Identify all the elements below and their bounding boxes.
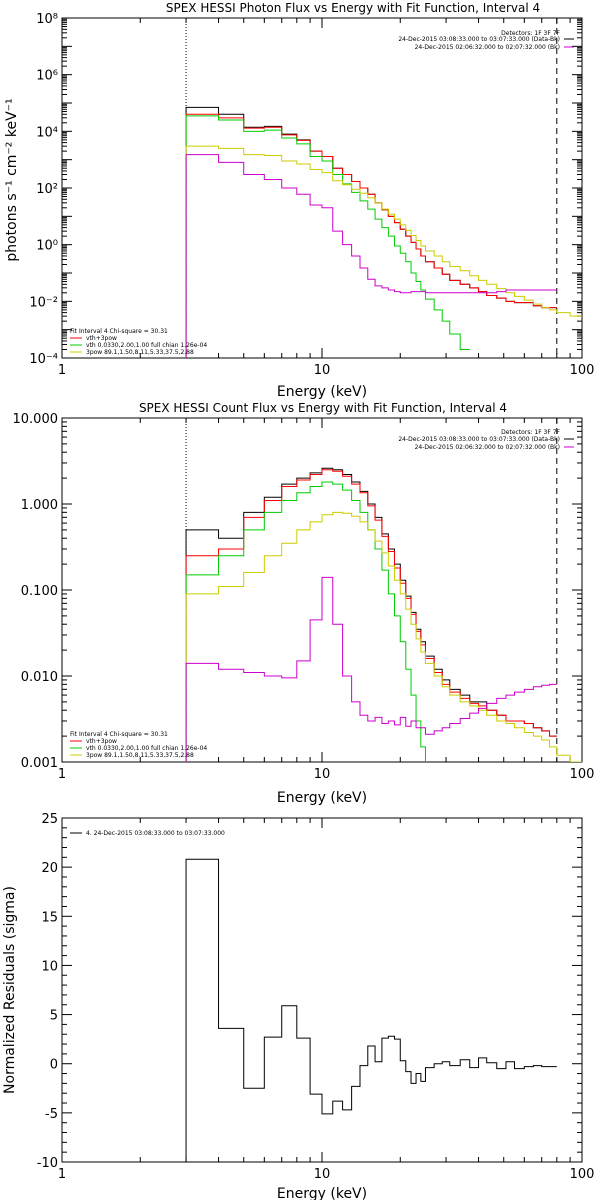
photon-flux-x-tick-label: 10 <box>314 363 331 378</box>
residuals-x-tick-label: 1 <box>58 1167 66 1182</box>
photon-flux-y-tick-label: 10⁴ <box>36 125 58 140</box>
photon-flux-series-line <box>186 146 582 358</box>
count-flux-panel: SPEX HESSI Count Flux vs Energy with Fit… <box>13 401 595 806</box>
photon-flux-fit-legend-entry: vth+3pow <box>86 335 117 342</box>
count-flux-y-tick-label: 0.001 <box>21 756 58 771</box>
count-flux-x-tick-label: 100 <box>570 767 595 782</box>
photon-flux-series-line <box>186 155 557 358</box>
photon-flux-legend-entry: 24-Dec-2015 03:08:33.000 to 03:07:33.000… <box>398 36 560 43</box>
residuals-x-axis-label: Energy (keV) <box>277 1186 367 1200</box>
residuals-y-tick-label: 25 <box>41 812 58 827</box>
count-flux-series-line <box>186 482 478 779</box>
photon-flux-y-tick-label: 10⁰ <box>36 239 58 254</box>
count-flux-legend-header: Detectors: 1F 3F 7F <box>501 429 560 436</box>
residuals-series-line <box>186 859 557 1162</box>
count-flux-y-tick-label: 0.010 <box>21 670 58 685</box>
residuals-y-tick-label: -10 <box>37 1156 58 1171</box>
residuals-y-tick-label: 15 <box>41 910 58 925</box>
count-flux-series-line <box>186 470 557 762</box>
count-flux-x-tick-label: 10 <box>314 767 331 782</box>
residuals-y-axis-label: Normalized Residuals (sigma) <box>2 886 18 1094</box>
photon-flux-series-line <box>186 114 557 358</box>
photon-flux-plot-frame <box>62 18 582 358</box>
photon-flux-legend-entry: 24-Dec-2015 02:06:32.000 to 02:07:32.000… <box>415 44 560 51</box>
residuals-y-tick-label: -5 <box>45 1107 58 1122</box>
residuals-x-tick-label: 10 <box>314 1167 331 1182</box>
photon-flux-y-tick-label: 10⁸ <box>36 12 58 27</box>
count-flux-title: SPEX HESSI Count Flux vs Energy with Fit… <box>139 401 507 415</box>
residuals-y-tick-label: 20 <box>41 861 58 876</box>
count-flux-series-line <box>186 577 557 762</box>
photon-flux-y-tick-label: 10⁻² <box>29 295 58 310</box>
photon-flux-series-line <box>186 116 470 358</box>
photon-flux-fit-legend-entry: 3pow 89.1,1.50,8.11,5.33,37.5,2.88 <box>86 349 194 356</box>
count-flux-x-axis-label: Energy (keV) <box>277 790 367 806</box>
residuals-legend-entry: 4. 24-Dec-2015 03:08:33.000 to 03:07:33.… <box>86 830 225 837</box>
photon-flux-y-tick-label: 10² <box>36 182 58 197</box>
residuals-panel: Energy (keV) Normalized Residuals (sigma… <box>2 812 594 1200</box>
photon-flux-title: SPEX HESSI Photon Flux vs Energy with Fi… <box>166 1 540 15</box>
residuals-y-tick-label: 5 <box>50 1009 58 1024</box>
count-flux-x-tick-label: 1 <box>58 767 66 782</box>
count-flux-fit-legend-entry: vth 0.0330,2.00,1.00 full chian 1.26e-04 <box>86 745 207 752</box>
photon-flux-fit-header: Fit Interval 4 Chi-square = 30.31 <box>70 328 168 335</box>
photon-flux-panel: SPEX HESSI Photon Flux vs Energy with Fi… <box>4 1 594 400</box>
count-flux-series-line <box>186 512 582 762</box>
photon-flux-y-tick-label: 10⁻⁴ <box>29 352 58 367</box>
photon-flux-x-tick-label: 100 <box>570 363 595 378</box>
count-flux-y-tick-label: 10.000 <box>13 412 59 427</box>
photon-flux-y-axis-label: photons s⁻¹ cm⁻² keV⁻¹ <box>4 98 20 261</box>
photon-flux-series-line <box>186 107 557 358</box>
photon-flux-fit-legend-entry: vth 0.0330,2.00,1.00 full chian 1.26e-04 <box>86 342 207 349</box>
count-flux-fit-legend-entry: vth+3pow <box>86 738 117 745</box>
photon-flux-x-axis-label: Energy (keV) <box>277 384 367 400</box>
count-flux-fit-header: Fit Interval 4 Chi-square = 30.31 <box>70 731 168 738</box>
residuals-y-tick-label: 0 <box>50 1058 58 1073</box>
count-flux-y-tick-label: 1.000 <box>21 498 58 513</box>
count-flux-fit-legend-entry: 3pow 89.1,1.50,8.11,5.33,37.5,2.88 <box>86 752 194 759</box>
photon-flux-x-tick-label: 1 <box>58 363 66 378</box>
count-flux-y-tick-label: 0.100 <box>21 584 58 599</box>
residuals-y-tick-label: 10 <box>41 959 58 974</box>
count-flux-legend-entry: 24-Dec-2015 03:08:33.000 to 03:07:33.000… <box>398 436 560 443</box>
count-flux-legend-entry: 24-Dec-2015 02:06:32.000 to 02:07:32.000… <box>415 444 560 451</box>
photon-flux-y-tick-label: 10⁶ <box>36 69 58 84</box>
residuals-x-tick-label: 100 <box>570 1167 595 1182</box>
count-flux-series-line <box>186 468 557 762</box>
